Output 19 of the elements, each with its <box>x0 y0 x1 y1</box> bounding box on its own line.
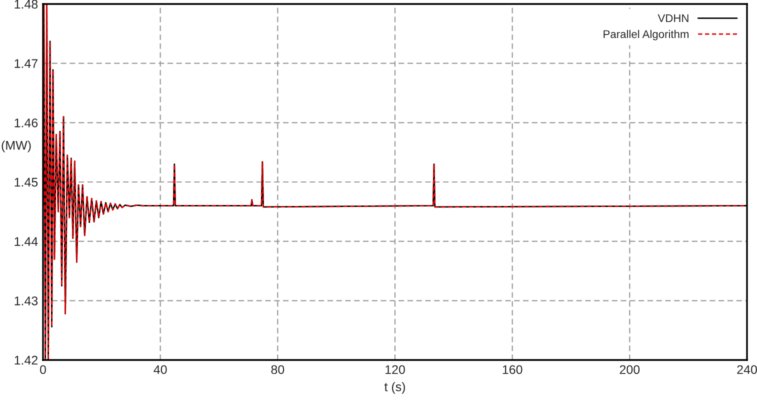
x-tick-label: 40 <box>154 365 167 374</box>
x-tick-label: 240 <box>737 365 757 374</box>
y-axis-title: (MW) <box>2 140 31 152</box>
x-tick-label: 200 <box>620 365 640 374</box>
legend-label: Parallel Algorithm <box>604 30 688 40</box>
y-tick-label: 1.43 <box>14 296 38 306</box>
legend-label: VDHN <box>658 14 688 22</box>
y-tick-label: 1.48 <box>14 0 38 9</box>
x-tick-label: 160 <box>502 365 522 374</box>
y-tick-label: 1.47 <box>14 59 38 68</box>
x-tick-label: 0 <box>40 365 46 374</box>
y-tick-label: 1.44 <box>14 237 38 246</box>
y-tick-label: 1.42 <box>14 356 38 365</box>
line-series <box>43 4 747 360</box>
x-tick-label: 120 <box>386 365 405 374</box>
x-axis-title: t (s) <box>384 382 405 394</box>
y-tick-label: 1.46 <box>14 118 38 128</box>
y-tick-label: 1.45 <box>14 178 38 187</box>
x-tick-label: 80 <box>271 365 284 374</box>
